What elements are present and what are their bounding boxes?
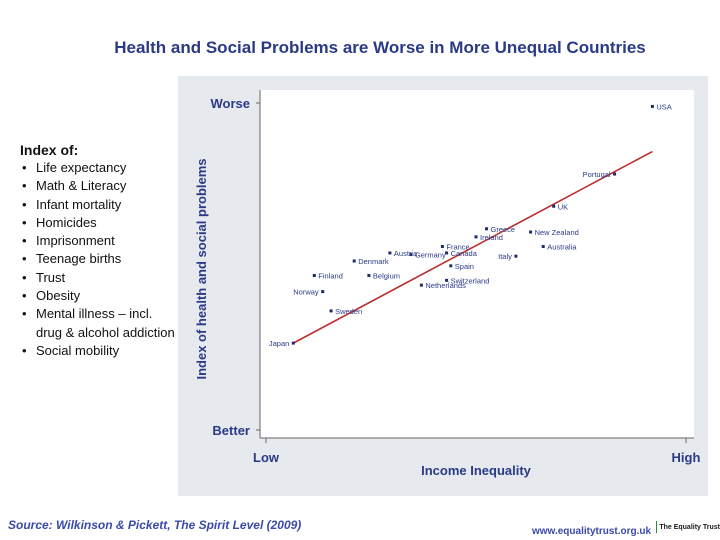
data-point-greece — [485, 227, 488, 231]
data-point-belgium — [367, 273, 371, 277]
index-item: Math & Literacy — [20, 177, 175, 196]
data-point-ireland — [474, 235, 478, 239]
source-citation: Source: Wilkinson & Pickett, The Spirit … — [8, 518, 302, 532]
data-point-uk — [552, 204, 556, 208]
data-point-japan — [291, 341, 295, 345]
point-label-australia: Australia — [547, 243, 577, 252]
point-label-austria: Austria — [394, 249, 418, 258]
point-label-belgium: Belgium — [373, 271, 400, 280]
index-item: Imprisonment — [20, 232, 175, 251]
index-item: Life expectancy — [20, 159, 175, 178]
index-item: Infant mortality — [20, 196, 175, 215]
point-label-spain: Spain — [455, 262, 474, 271]
data-point-portugal — [613, 172, 617, 176]
point-label-uk: UK — [558, 202, 568, 211]
x-tick-label-low: Low — [253, 450, 280, 465]
logo-mark-icon — [656, 521, 658, 533]
point-label-canada: Canada — [451, 249, 478, 258]
index-item: Teenage births — [20, 250, 175, 269]
y-axis-label: Index of health and social problems — [194, 158, 209, 379]
point-label-usa: USA — [656, 102, 671, 111]
data-point-netherlands — [419, 283, 423, 287]
point-label-germany: Germany — [415, 251, 446, 260]
y-tick-label-worse: Worse — [211, 96, 251, 111]
point-label-japan: Japan — [269, 339, 289, 348]
chart-panel: Worse Better Low High Income Inequality … — [178, 76, 708, 496]
point-label-portugal: Portugal — [583, 170, 611, 179]
data-point-italy — [514, 254, 518, 258]
index-heading: Index of: — [20, 142, 79, 158]
point-label-new-zealand: New Zealand — [535, 228, 579, 237]
point-label-sweden: Sweden — [335, 307, 362, 316]
index-item: Trust — [20, 269, 175, 288]
x-tick-label-high: High — [672, 450, 701, 465]
index-item: Social mobility — [20, 342, 175, 361]
point-label-greece: Greece — [491, 225, 516, 234]
data-point-germany — [409, 253, 413, 257]
logo-text: The Equality Trust — [659, 523, 720, 531]
index-item: Homicides — [20, 214, 175, 233]
point-label-switzerland: Switzerland — [451, 276, 490, 285]
plot-area — [260, 90, 694, 438]
point-label-denmark: Denmark — [358, 257, 389, 266]
point-label-ireland: Ireland — [480, 233, 503, 242]
website-link[interactable]: www.equalitytrust.org.uk — [532, 526, 652, 537]
point-label-norway: Norway — [293, 288, 319, 297]
data-point-norway — [321, 290, 325, 294]
trendline-layer — [292, 150, 653, 344]
scatter-chart: Worse Better Low High Income Inequality … — [194, 90, 701, 478]
data-point-austria — [388, 251, 392, 255]
index-legend: Index of: Life expectancy Math & Literac… — [20, 142, 175, 361]
data-point-new-zealand — [529, 230, 533, 234]
page-title: Health and Social Problems are Worse in … — [114, 38, 646, 57]
point-label-italy: Italy — [498, 252, 512, 261]
data-point-sweden — [329, 309, 333, 313]
data-point-spain — [449, 264, 453, 268]
trendline — [292, 150, 653, 344]
index-item: Obesity — [20, 287, 175, 306]
data-point-switzerland — [445, 278, 449, 282]
index-list: Life expectancy Math & Literacy Infant m… — [20, 159, 175, 361]
x-axis-label: Income Inequality — [421, 463, 532, 478]
equality-trust-logo: The Equality Trust — [656, 520, 720, 534]
data-point-france — [440, 245, 444, 249]
point-label-france: France — [446, 243, 469, 252]
data-point-usa — [650, 104, 654, 108]
index-item: Mental illness – incl. drug & alcohol ad… — [20, 305, 175, 342]
data-point-finland — [312, 273, 316, 277]
y-tick-label-better: Better — [212, 423, 250, 438]
data-point-australia — [541, 245, 545, 249]
data-point-denmark — [352, 259, 356, 263]
point-label-netherlands: Netherlands — [425, 281, 466, 290]
data-point-canada — [445, 251, 449, 255]
point-label-finland: Finland — [318, 271, 343, 280]
